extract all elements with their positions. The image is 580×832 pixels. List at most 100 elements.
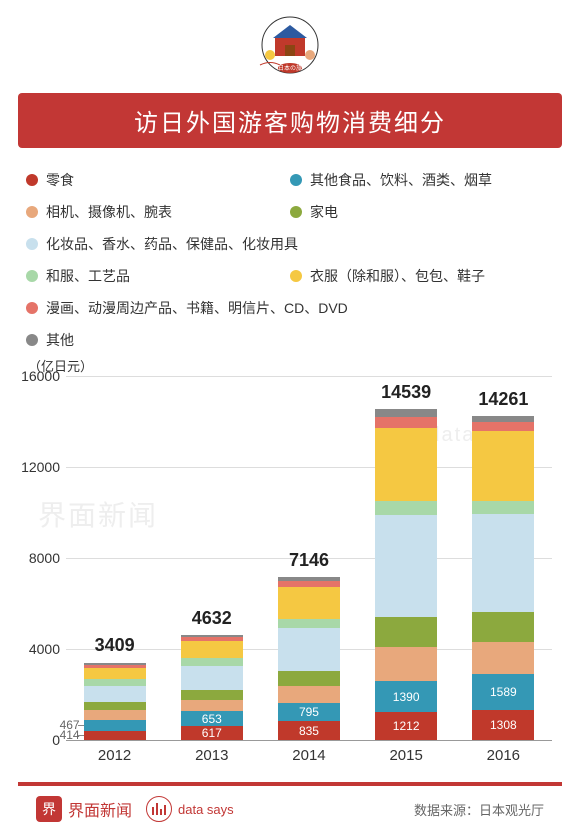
x-tick-label: 2014 (278, 747, 340, 764)
bar-segment: 467 (84, 720, 146, 731)
bar-segment (472, 612, 534, 643)
bar-total-label: 4632 (181, 608, 243, 629)
bar-column: 6176534632 (181, 635, 243, 740)
legend-label: 化妆品、香水、药品、保健品、化妆用具 (46, 234, 298, 254)
x-axis: 20122013201420152016 (66, 747, 552, 764)
bar-segment (278, 671, 340, 686)
legend-dot (26, 334, 38, 346)
bar-segment (278, 619, 340, 628)
datasays-icon (146, 796, 172, 822)
legend-item: 漫画、动漫周边产品、书籍、明信片、CD、DVD (26, 298, 554, 318)
data-source: 数据来源：日本观光厅 (414, 800, 544, 819)
legend-dot (290, 174, 302, 186)
brand-logo-icon: 界 (36, 796, 62, 822)
bar-segment (375, 515, 437, 617)
bar-segment (472, 431, 534, 502)
bar-segment: 1308 (472, 710, 534, 740)
x-tick-label: 2013 (181, 747, 243, 764)
legend-label: 和服、工艺品 (46, 266, 130, 286)
bar-column: 8357957146 (278, 577, 340, 740)
legend-dot (26, 206, 38, 218)
bar-segment (181, 637, 243, 641)
segment-value-label: 1390 (375, 690, 437, 704)
legend-dot (290, 206, 302, 218)
y-tick-label: 12000 (18, 459, 60, 475)
legend-dot (26, 174, 38, 186)
bar-segment (84, 702, 146, 711)
bar-segment (375, 417, 437, 428)
bars-container: 4144673409617653463283579571461212139014… (66, 376, 552, 740)
bar-total-label: 7146 (278, 550, 340, 571)
bar-segment (84, 668, 146, 679)
legend-item: 其他 (26, 330, 290, 350)
bar-segment (278, 581, 340, 587)
legend-label: 其他食品、饮料、酒类、烟草 (310, 170, 492, 190)
segment-value-label: 467 (40, 718, 80, 732)
legend-label: 其他 (46, 330, 74, 350)
bar-segment: 1212 (375, 712, 437, 740)
bar-segment (278, 577, 340, 580)
bar-total-label: 3409 (84, 635, 146, 656)
segment-value-label: 653 (181, 712, 243, 726)
bar-segment (472, 501, 534, 514)
footer: 界 界面新闻 data says 数据来源：日本观光厅 (18, 782, 562, 832)
x-tick-label: 2016 (472, 747, 534, 764)
bar-column: 1212139014539 (375, 409, 437, 740)
bar-segment (278, 628, 340, 671)
bar-segment (472, 514, 534, 612)
legend-dot (290, 270, 302, 282)
legend-item: 其他食品、饮料、酒类、烟草 (290, 170, 554, 190)
bar-total-label: 14539 (375, 382, 437, 403)
bar-total-label: 14261 (472, 389, 534, 410)
bar-segment (84, 686, 146, 702)
bar-segment: 414 (84, 731, 146, 740)
legend-item: 家电 (290, 202, 554, 222)
datasays-label: data says (178, 802, 234, 817)
bar-segment (278, 686, 340, 703)
legend-item: 零食 (26, 170, 290, 190)
y-tick-label: 8000 (18, 550, 60, 566)
bar-segment (181, 635, 243, 637)
y-tick-label: 4000 (18, 641, 60, 657)
legend-label: 漫画、动漫周边产品、书籍、明信片、CD、DVD (46, 298, 348, 318)
bar-segment (181, 690, 243, 700)
legend-label: 相机、摄像机、腕表 (46, 202, 172, 222)
legend-dot (26, 270, 38, 282)
bar-segment (181, 658, 243, 666)
bar-segment (84, 679, 146, 686)
bar-segment: 1589 (472, 674, 534, 710)
bar-segment (375, 647, 437, 681)
bar-segment (375, 617, 437, 647)
legend-dot (26, 238, 38, 250)
legend-item: 衣服（除和服）、包包、鞋子 (290, 266, 554, 286)
segment-value-label: 835 (278, 724, 340, 738)
segment-value-label: 795 (278, 705, 340, 719)
legend-item: 相机、摄像机、腕表 (26, 202, 290, 222)
bar-segment (181, 641, 243, 658)
bar-segment (472, 642, 534, 674)
x-tick-label: 2012 (84, 747, 146, 764)
legend-label: 衣服（除和服）、包包、鞋子 (310, 266, 485, 286)
bar-segment: 835 (278, 721, 340, 740)
bar-segment (375, 409, 437, 417)
legend-dot (26, 302, 38, 314)
bar-segment: 617 (181, 726, 243, 740)
bar-segment: 1390 (375, 681, 437, 713)
segment-value-label: 1308 (472, 718, 534, 732)
svg-text:日本の旅: 日本の旅 (278, 64, 302, 72)
bar-segment (375, 428, 437, 501)
bar-segment (84, 663, 146, 665)
legend-item: 化妆品、香水、药品、保健品、化妆用具 (26, 234, 554, 254)
bar-segment (472, 422, 534, 430)
segment-value-label: 617 (181, 726, 243, 740)
segment-value-label: 1589 (472, 685, 534, 699)
bar-column: 1308158914261 (472, 416, 534, 740)
bar-segment (181, 666, 243, 690)
segment-value-label: 1212 (375, 719, 437, 733)
stacked-bar-chart: （亿日元） 界面新闻 data says 0400080001200016000… (18, 364, 562, 764)
bar-segment: 795 (278, 703, 340, 721)
grid-line (66, 740, 552, 741)
bar-segment (472, 416, 534, 423)
bar-segment (84, 665, 146, 668)
bar-segment (278, 587, 340, 619)
